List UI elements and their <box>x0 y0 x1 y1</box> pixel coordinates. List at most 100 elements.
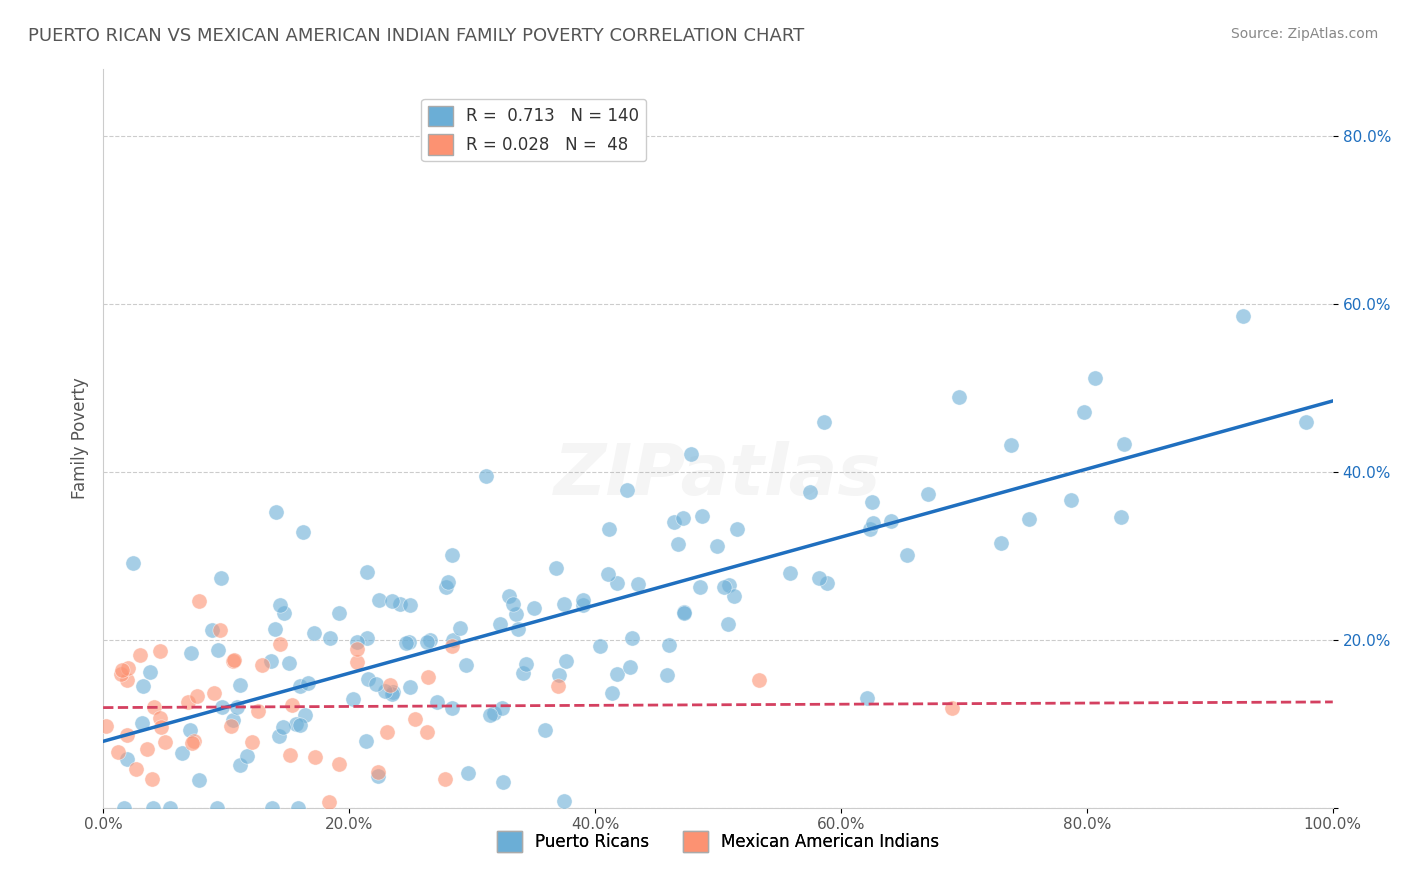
Point <box>141 772 163 787</box>
Point <box>202 685 225 699</box>
Point <box>149 711 172 725</box>
Point <box>219 719 242 733</box>
Point <box>269 637 291 651</box>
Point <box>457 765 479 780</box>
Point <box>482 706 505 721</box>
Point <box>342 691 364 706</box>
Point <box>269 598 291 612</box>
Point <box>416 670 439 684</box>
Point <box>125 762 148 776</box>
Point <box>278 747 301 762</box>
Point <box>117 661 139 675</box>
Point <box>115 752 138 766</box>
Point <box>419 633 441 648</box>
Point <box>606 667 628 681</box>
Point <box>666 537 689 551</box>
Point <box>225 700 247 714</box>
Point <box>183 733 205 747</box>
Point <box>356 565 378 579</box>
Point <box>107 745 129 759</box>
Point <box>121 556 143 570</box>
Point <box>662 516 685 530</box>
Point <box>498 589 520 603</box>
Point <box>1084 371 1107 385</box>
Point <box>990 535 1012 549</box>
Point <box>813 415 835 429</box>
Point <box>717 578 740 592</box>
Point <box>398 635 420 649</box>
Point <box>512 666 534 681</box>
Point <box>181 736 204 750</box>
Point <box>271 720 294 734</box>
Point <box>571 599 593 613</box>
Point <box>297 676 319 690</box>
Point <box>346 635 368 649</box>
Point <box>153 735 176 749</box>
Point <box>367 769 389 783</box>
Point <box>149 720 172 734</box>
Point <box>131 679 153 693</box>
Point <box>247 704 270 718</box>
Point <box>502 597 524 611</box>
Point <box>304 626 326 640</box>
Point <box>288 718 311 732</box>
Point <box>620 631 643 645</box>
Point <box>267 730 290 744</box>
Point <box>505 607 527 622</box>
Point <box>398 598 420 612</box>
Point <box>172 746 194 760</box>
Point <box>598 567 620 582</box>
Point <box>111 663 134 677</box>
Point <box>143 700 166 714</box>
Point <box>547 679 569 693</box>
Point <box>115 673 138 687</box>
Point <box>779 566 801 581</box>
Point <box>176 695 198 709</box>
Point <box>404 712 426 726</box>
Point <box>260 800 283 814</box>
Point <box>941 700 963 714</box>
Point <box>598 522 620 536</box>
Point <box>948 390 970 404</box>
Point <box>266 505 288 519</box>
Point <box>207 643 229 657</box>
Point <box>679 446 702 460</box>
Point <box>278 656 301 670</box>
Point <box>398 680 420 694</box>
Point <box>546 561 568 575</box>
Point <box>273 606 295 620</box>
Point <box>725 522 748 536</box>
Point <box>240 735 263 749</box>
Point <box>523 601 546 615</box>
Point <box>260 654 283 668</box>
Point <box>354 733 377 747</box>
Point <box>366 677 388 691</box>
Point <box>553 794 575 808</box>
Point <box>377 724 399 739</box>
Y-axis label: Family Poverty: Family Poverty <box>72 377 89 499</box>
Point <box>896 549 918 563</box>
Point <box>187 773 209 788</box>
Point <box>112 800 135 814</box>
Point <box>367 593 389 607</box>
Point <box>1073 405 1095 419</box>
Point <box>440 701 463 715</box>
Point <box>186 690 208 704</box>
Point <box>131 716 153 731</box>
Point <box>264 622 287 636</box>
Point <box>394 636 416 650</box>
Point <box>1018 512 1040 526</box>
Point <box>533 723 555 738</box>
Point <box>328 756 350 771</box>
Point <box>328 606 350 620</box>
Point <box>437 575 460 590</box>
Point <box>149 644 172 658</box>
Point <box>440 640 463 654</box>
Point <box>600 686 623 700</box>
Point <box>658 638 681 652</box>
Point <box>706 539 728 553</box>
Point <box>616 483 638 497</box>
Point <box>1000 437 1022 451</box>
Point <box>290 679 312 693</box>
Point <box>690 508 713 523</box>
